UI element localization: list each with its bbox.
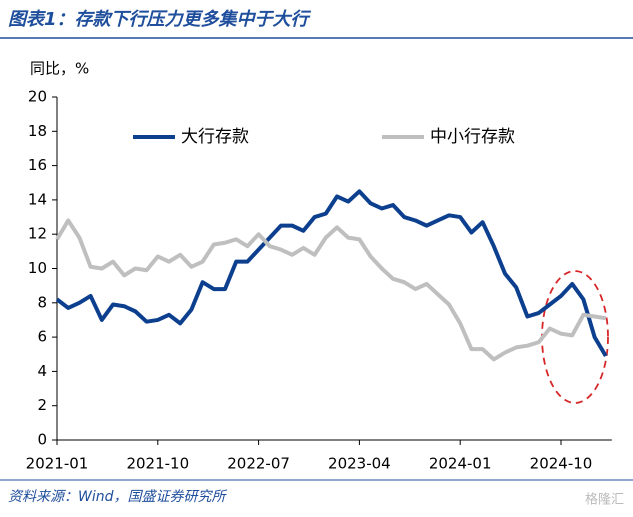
chart-title: 图表1：存款下行压力更多集中于大行	[8, 9, 312, 30]
y-tick-label: 12	[28, 225, 47, 243]
source: 资料来源：Wind，国盛证券研究所	[8, 489, 227, 505]
y-tick-label: 6	[37, 328, 47, 346]
y-tick-label: 2	[37, 396, 47, 414]
y-tick-label: 8	[37, 293, 47, 311]
x-tick-label: 2024-10	[530, 455, 593, 473]
x-tick-label: 2021-01	[26, 455, 89, 473]
y-tick-label: 10	[28, 259, 47, 277]
y-tick-label: 18	[28, 122, 47, 140]
y-tick-label: 14	[28, 190, 47, 208]
y-axis-label: 同比，%	[30, 60, 89, 78]
legend-label: 大行存款	[181, 127, 249, 147]
y-tick-label: 16	[28, 156, 47, 174]
y-tick-label: 20	[28, 88, 47, 106]
x-tick-label: 2021-10	[126, 455, 189, 473]
watermark: 格隆汇	[585, 492, 624, 508]
y-tick-label: 4	[37, 362, 47, 380]
x-tick-label: 2023-04	[328, 455, 391, 473]
series-line	[55, 218, 607, 362]
series-line	[55, 189, 608, 357]
x-tick-label: 2024-01	[429, 455, 492, 473]
y-tick-label: 0	[37, 431, 47, 449]
legend-label: 中小行存款	[430, 127, 515, 147]
x-tick-label: 2022-07	[227, 455, 290, 473]
